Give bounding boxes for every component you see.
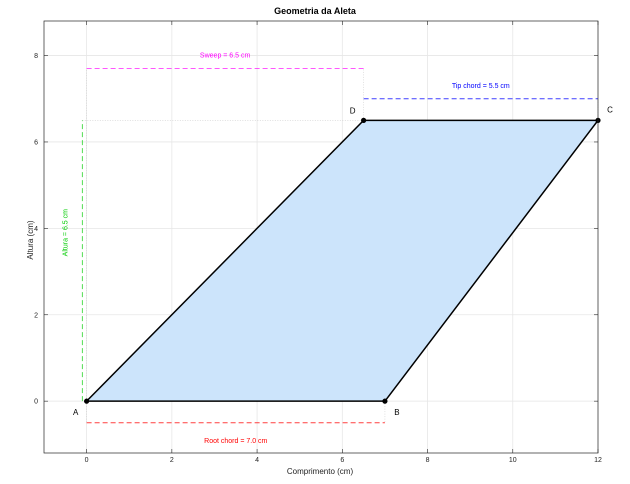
- vertex-label: B: [394, 408, 399, 417]
- y-tick-label: 4: [34, 226, 38, 233]
- x-axis-title: Comprimento (cm): [287, 467, 354, 476]
- y-tick-label: 6: [34, 139, 38, 146]
- y-tick-label: 0: [34, 399, 38, 406]
- vertex-point: [382, 398, 388, 404]
- vertex-label: A: [73, 408, 79, 417]
- x-tick-label: 10: [509, 457, 517, 464]
- chart-title: Geometria da Aleta: [274, 6, 357, 16]
- plot-border: [43, 20, 599, 454]
- x-tick-label: 4: [255, 457, 259, 464]
- x-tick-label: 0: [85, 457, 89, 464]
- x-tick-label: 12: [594, 457, 602, 464]
- dimension-label: Tip chord = 5.5 cm: [452, 83, 510, 90]
- vertex-point: [361, 117, 367, 123]
- vertex-point: [84, 398, 90, 404]
- vertex-label: C: [607, 105, 613, 114]
- y-axis-title: Altura (cm): [26, 220, 35, 259]
- x-tick-label: 6: [340, 457, 344, 464]
- x-tick-label: 8: [426, 457, 430, 464]
- y-tick-label: 2: [34, 312, 38, 319]
- x-tick-label: 2: [170, 457, 174, 464]
- dimension-label: Root chord = 7.0 cm: [204, 438, 267, 445]
- vertex-label: D: [350, 106, 356, 115]
- dimension-label: Sweep = 6.5 cm: [200, 53, 251, 60]
- dimension-label: Altura = 6.5 cm: [62, 209, 69, 256]
- y-tick-label: 8: [34, 53, 38, 60]
